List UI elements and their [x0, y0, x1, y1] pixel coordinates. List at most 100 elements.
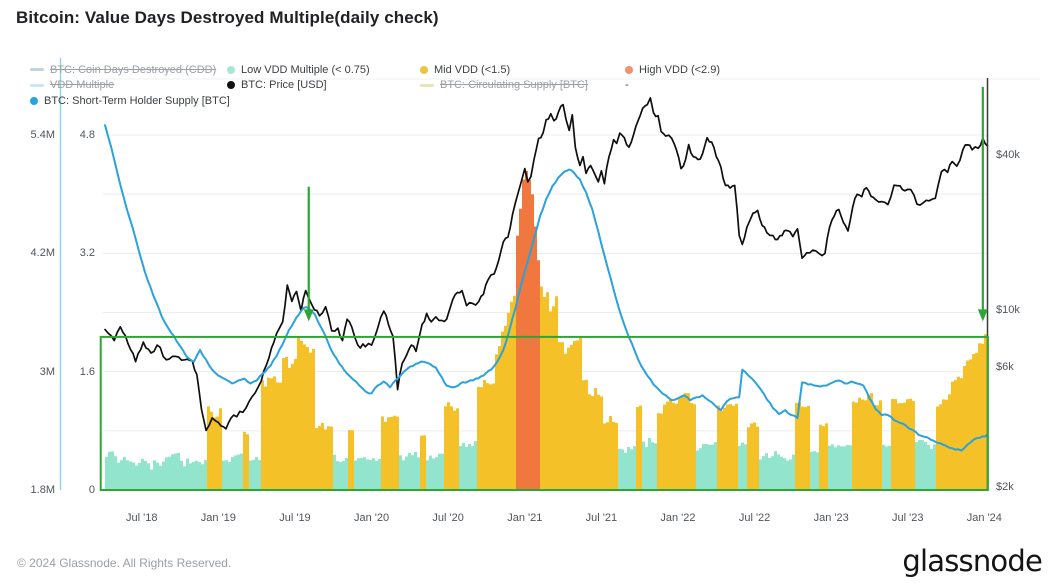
vdd-band-bar [645, 446, 648, 490]
vdd-band-bar [933, 444, 936, 490]
vdd-band-bar [543, 296, 546, 490]
legend-item-mid-vdd-1-5[interactable]: Mid VDD (<1.5) [420, 63, 510, 76]
vdd-band-bar [195, 460, 198, 490]
vdd-band-bar [891, 398, 894, 490]
vdd-band-bar [741, 442, 744, 490]
legend-item-btc-circulating-supply-btc[interactable]: BTC: Circulating Supply [BTC] [420, 79, 588, 92]
vdd-band-bar [978, 343, 981, 490]
vdd-band-bar [183, 466, 186, 490]
legend-item-btc-price-usd[interactable]: BTC: Price [USD] [227, 79, 327, 92]
vdd-band-bar [924, 441, 927, 490]
vdd-band-bar [612, 421, 615, 490]
vdd-band-bar [768, 457, 771, 490]
vdd-band-bar [414, 451, 417, 490]
vdd-band-bar [342, 460, 345, 490]
vdd-band-bar [669, 399, 672, 490]
btc-short-term-holder-supply-btc-line [104, 124, 989, 452]
legend-item-dash[interactable]: - [625, 79, 629, 92]
vdd-band-bar [981, 343, 984, 490]
legend-item-btc-coin-days-destroyed-cdd[interactable]: BTC: Coin Days Destroyed (CDD) [30, 63, 216, 76]
vdd-band-bar [282, 358, 285, 490]
vdd-band-bar [648, 437, 651, 490]
y-tick-vdd-0: 0 [88, 484, 95, 496]
vdd-band-bar [336, 461, 339, 490]
vdd-band-bar [900, 403, 903, 490]
vdd-band-bar [522, 179, 525, 490]
vdd-band-bar [297, 336, 300, 490]
vdd-band-bar [162, 461, 165, 490]
vdd-band-bar [240, 453, 243, 490]
legend-item-low-vdd-multiple-0-75[interactable]: Low VDD Multiple (< 0.75) [227, 63, 370, 76]
vdd-band-bar [951, 381, 954, 490]
vdd-band-bar [180, 460, 183, 490]
vdd-band-bar [909, 398, 912, 490]
vdd-band-bar [432, 458, 435, 490]
vdd-band-bar [882, 444, 885, 490]
vdd-band-bar [711, 444, 714, 490]
vdd-band-bar [264, 386, 267, 490]
vdd-band-bar [192, 461, 195, 490]
vdd-band-bar [207, 406, 210, 490]
vdd-band-bar [363, 457, 366, 490]
y-tick-vdd-3-2: 3.2 [79, 247, 95, 260]
vdd-band-bar [822, 426, 825, 490]
vdd-band-bar [354, 460, 357, 490]
vdd-band-bar [123, 456, 126, 490]
vdd-band-bar [600, 396, 603, 490]
vdd-band-bar [582, 380, 585, 490]
vdd-band-bar [846, 445, 849, 490]
vdd-band-bar [144, 460, 147, 490]
vdd-band-bar [300, 340, 303, 490]
vdd-band-bar [327, 426, 330, 490]
vdd-band-bar [630, 449, 633, 490]
vdd-band-bar [375, 460, 378, 490]
vdd-band-bar [243, 431, 246, 490]
x-tick-jan-24: Jan '24 [966, 512, 1002, 524]
vdd-band-bar [333, 454, 336, 490]
x-tick-jan-23: Jan '23 [813, 512, 849, 524]
vdd-band-bar [867, 394, 870, 490]
vdd-band-bar [693, 404, 696, 490]
vdd-band-bar [663, 404, 666, 490]
vdd-band-bar [177, 452, 180, 490]
glassnode-logo[interactable]: glassnode [902, 544, 1042, 578]
vdd-band-bar [549, 311, 552, 490]
annotation-arrow-head [977, 309, 988, 322]
vdd-band-bar [447, 402, 450, 490]
vdd-band-bar [252, 459, 255, 490]
legend-item-label: BTC: Circulating Supply [BTC] [440, 79, 588, 91]
vdd-band-bar [540, 286, 543, 490]
x-tick-jan-20: Jan '20 [353, 512, 390, 524]
vdd-band-bar [381, 416, 384, 490]
vdd-band-bar [498, 346, 501, 490]
vdd-band-bar [159, 465, 162, 490]
vdd-band-bar [111, 451, 114, 490]
vdd-band-bar [171, 454, 174, 490]
vdd-band-bar [114, 456, 117, 490]
vdd-band-bar [504, 325, 507, 490]
vdd-band-bar [786, 460, 789, 490]
vdd-band-bar [708, 444, 711, 490]
legend-item-high-vdd-2-9[interactable]: High VDD (<2.9) [625, 63, 720, 76]
vdd-band-bar [897, 403, 900, 490]
vdd-band-bar [639, 405, 642, 490]
vdd-band-bar [858, 397, 861, 490]
vdd-band-bar [231, 456, 234, 490]
vdd-band-bar [789, 459, 792, 490]
vdd-band-bar [225, 460, 228, 490]
vdd-band-bar [345, 457, 348, 490]
vdd-band-bar [774, 451, 777, 490]
vdd-band-bar [267, 377, 270, 490]
vdd-band-bar [879, 400, 882, 490]
vdd-band-bar [834, 447, 837, 490]
vdd-band-bar [453, 410, 456, 490]
legend-item-btc-short-term-holder-supply-btc[interactable]: BTC: Short-Term Holder Supply [BTC] [30, 94, 230, 107]
vdd-band-bar [930, 449, 933, 490]
vdd-band-bar [393, 415, 396, 490]
y-tick-supply-3m: 3M [39, 365, 55, 378]
legend-item-vdd-multiple[interactable]: VDD Multiple [30, 79, 114, 92]
x-tick-jan-21: Jan '21 [507, 512, 543, 524]
y-tick-price-2k: $2k [996, 481, 1014, 493]
